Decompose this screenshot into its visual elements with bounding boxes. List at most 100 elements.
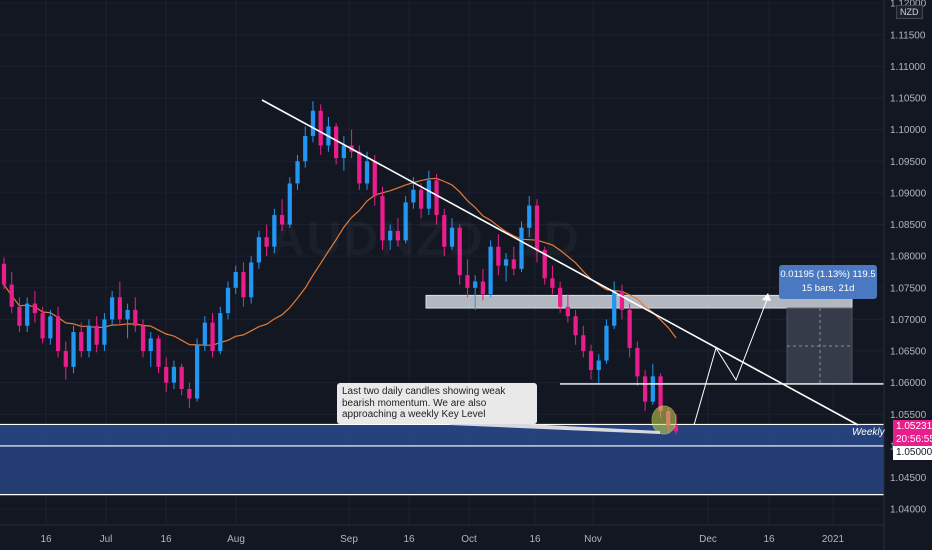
price-tick-label: 1.10500 xyxy=(890,94,927,105)
time-tick-label: Sep xyxy=(340,534,358,545)
candle-body xyxy=(596,360,601,371)
countdown-tag: 20:56:55 xyxy=(893,433,932,447)
price-tick-label: 1.09000 xyxy=(890,188,927,199)
resistance-zone[interactable] xyxy=(425,294,853,309)
drawings-layer xyxy=(261,99,884,435)
candles-layer xyxy=(1,101,679,435)
candle-body xyxy=(48,316,53,339)
time-tick-label: 16 xyxy=(763,534,775,545)
candle-body xyxy=(241,271,246,298)
candle-body xyxy=(612,290,617,326)
time-tick-label: 2021 xyxy=(822,534,845,545)
candle-body xyxy=(218,313,223,352)
candle-body xyxy=(140,325,146,352)
candle-body xyxy=(658,376,663,412)
price-tick-label: 1.12000 xyxy=(890,0,927,10)
weekly-zone-lower xyxy=(0,445,884,495)
candle-body xyxy=(418,189,424,209)
candle-body xyxy=(434,180,439,216)
candle-body xyxy=(32,303,38,314)
candle-body xyxy=(233,271,238,288)
candle-body xyxy=(465,275,470,288)
time-tick-label: 16 xyxy=(40,534,52,545)
candle-body xyxy=(17,306,22,326)
candle-body xyxy=(1,263,7,285)
candle-body xyxy=(256,237,262,263)
candle-body xyxy=(642,376,648,402)
candle-body xyxy=(110,297,115,320)
price-tick-label: 1.07500 xyxy=(890,283,927,294)
price-tick-label: 1.08000 xyxy=(890,252,927,263)
candle-body xyxy=(650,376,655,402)
candle-body xyxy=(519,227,524,269)
price-tick-label: 1.08500 xyxy=(890,220,927,231)
candle-body xyxy=(318,110,323,146)
price-tick-label: 1.04000 xyxy=(890,505,927,516)
highlight-circle xyxy=(651,405,677,435)
price-tick-label: 1.07000 xyxy=(890,315,927,326)
candle-body xyxy=(9,284,14,307)
candle-body xyxy=(55,316,61,352)
candle-body xyxy=(411,189,416,203)
weekly-level-label: Weekly xyxy=(852,427,885,438)
candle-body xyxy=(164,366,169,383)
time-tick-label: Nov xyxy=(584,534,602,545)
candle-body xyxy=(303,135,308,162)
candle-body xyxy=(210,322,215,352)
time-tick-label: Oct xyxy=(461,534,477,545)
candle-body xyxy=(279,215,285,225)
candle-body xyxy=(125,309,130,320)
candle-body xyxy=(225,287,231,314)
candle-body xyxy=(334,126,339,159)
candle-body xyxy=(310,110,316,136)
candle-body xyxy=(588,351,594,371)
price-tick-label: 1.04500 xyxy=(890,473,927,484)
candle-body xyxy=(25,303,30,326)
candle-body xyxy=(156,338,161,367)
candle-body xyxy=(295,161,300,184)
callout-note[interactable]: Last two daily candles showing weak bear… xyxy=(337,383,537,424)
candle-body xyxy=(635,347,640,377)
candle-body xyxy=(542,249,547,279)
price-tick-label: 1.10000 xyxy=(890,125,927,136)
price-range-measure[interactable]: 0.01195 (1.13%) 119.5 15 bars, 21d xyxy=(779,265,877,299)
candle-body xyxy=(40,313,45,339)
candle-body xyxy=(202,322,207,345)
candle-body xyxy=(604,325,609,361)
currency-badge: NZD xyxy=(896,5,923,19)
candle-body xyxy=(565,306,570,317)
candle-body xyxy=(187,389,192,399)
time-tick-label: 16 xyxy=(403,534,415,545)
level-price-tag: 1.05000 xyxy=(893,446,932,460)
measure-bars-label: 15 bars, 21d xyxy=(801,283,855,294)
candle-body xyxy=(86,325,92,352)
candle-body xyxy=(133,309,138,326)
price-tick-label: 1.06000 xyxy=(890,378,927,389)
projected-path[interactable] xyxy=(693,296,769,426)
candle-body xyxy=(79,332,84,352)
time-tick-label: Dec xyxy=(699,534,717,545)
price-tick-label: 1.09500 xyxy=(890,157,927,168)
candle-body xyxy=(480,281,486,295)
time-tick-label: Aug xyxy=(227,534,245,545)
candle-body xyxy=(488,246,493,295)
price-tick-label: 1.11500 xyxy=(890,30,926,41)
candle-body xyxy=(426,180,431,209)
candle-body xyxy=(449,227,455,247)
candle-body xyxy=(249,262,254,298)
candle-body xyxy=(194,344,200,399)
candle-body xyxy=(627,309,632,348)
weekly-zone-upper xyxy=(0,424,884,446)
descending-trendline[interactable] xyxy=(261,99,859,426)
price-tick-label: 1.06500 xyxy=(890,347,927,358)
candle-body xyxy=(457,227,462,276)
projected-path-arrowhead xyxy=(762,293,771,301)
candle-body xyxy=(442,215,447,247)
time-axis[interactable]: 16 Jul 16 Aug Sep 16 Oct 16 Nov Dec 16 2021 xyxy=(0,524,884,545)
candle-body xyxy=(179,366,184,390)
candle-body xyxy=(272,215,277,247)
candle-body xyxy=(527,205,532,228)
price-axis[interactable]: 1.12000 1.11500 1.11000 1.10500 1.10000 1.095… xyxy=(883,0,927,550)
candle-body xyxy=(503,259,509,266)
time-tick-label: 16 xyxy=(160,534,172,545)
